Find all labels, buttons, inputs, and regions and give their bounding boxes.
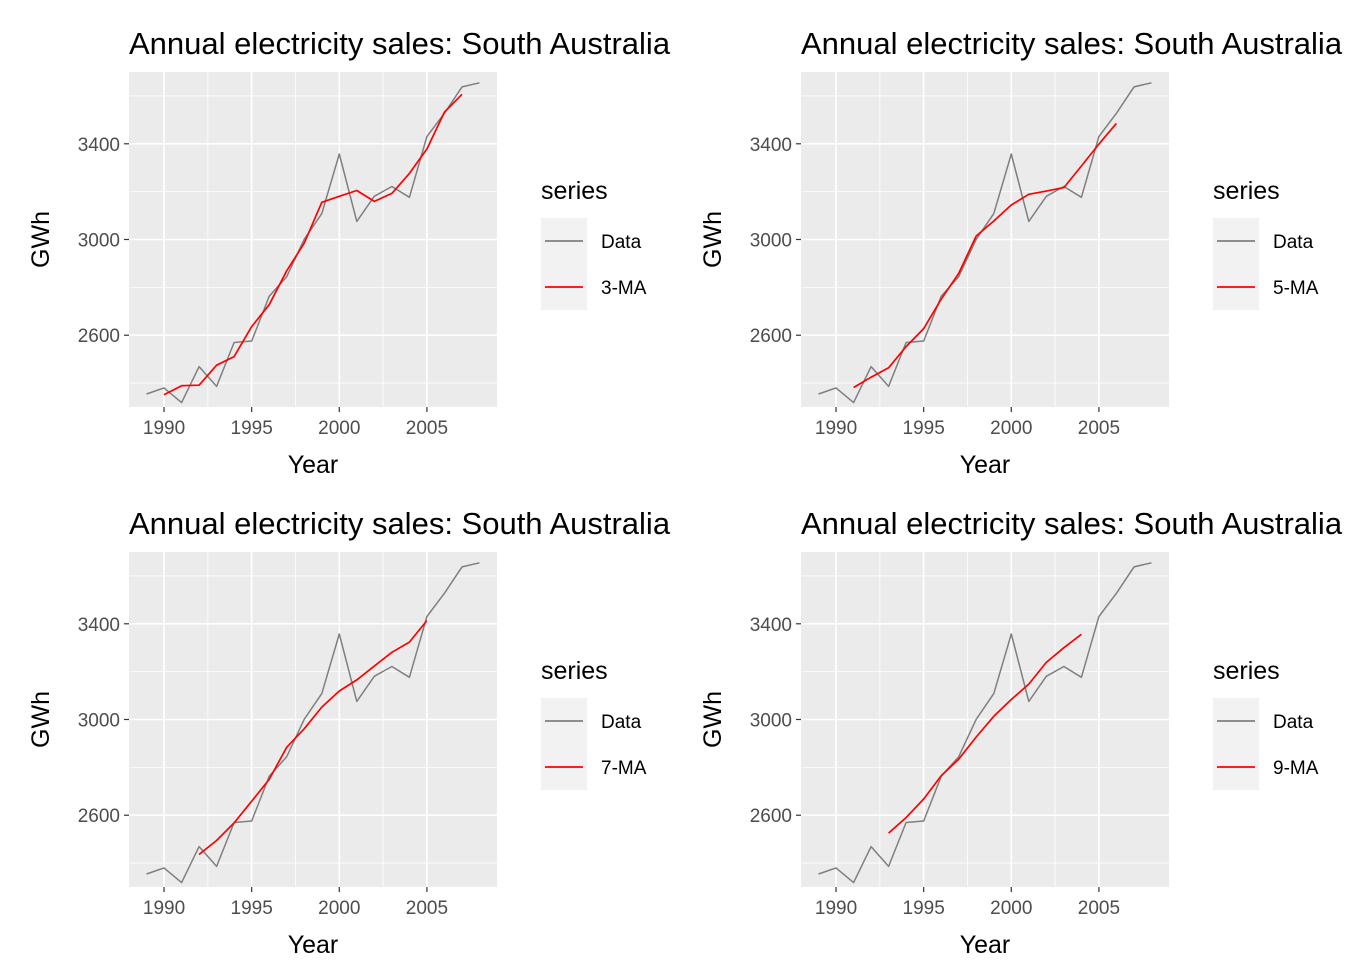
x-axis-label: Year <box>960 931 1011 959</box>
x-tick-label: 1995 <box>231 898 273 919</box>
y-tick-label: 2600 <box>750 806 792 827</box>
y-tick-label: 3400 <box>78 615 120 636</box>
y-tick-label: 3400 <box>750 135 792 156</box>
chart-title: Annual electricity sales: South Australi… <box>129 26 671 61</box>
x-axis-label: Year <box>960 451 1011 479</box>
series-line-ma <box>198 620 428 856</box>
x-tick-label: 2005 <box>1078 898 1120 919</box>
series-line-ma <box>163 93 463 396</box>
x-tick-label: 2005 <box>1078 418 1120 439</box>
legend-label: Data <box>1273 712 1314 733</box>
x-tick-label: 1990 <box>143 418 185 439</box>
x-tick-label: 1995 <box>231 418 273 439</box>
chart-title: Annual electricity sales: South Australi… <box>129 506 671 541</box>
legend-label: 7-MA <box>601 758 647 779</box>
chart-panel-7ma: 1990 1995 2000 2005 2600 3000 3400 Annual elect… <box>0 480 672 960</box>
x-tick-label: 1990 <box>815 418 857 439</box>
y-tick-label: 3000 <box>750 711 792 732</box>
chart-svg-5ma: 1990 1995 2000 2005 2600 3000 3400 Annual elect… <box>699 26 1343 479</box>
chart-svg-3ma: 1990 1995 2000 2005 2600 3000 3400 Annual elect… <box>27 26 671 479</box>
legend-title: series <box>1213 177 1280 205</box>
series-line-data <box>146 562 480 884</box>
chart-panel-9ma: 1990 1995 2000 2005 2600 3000 3400 Annual elect… <box>672 480 1344 960</box>
legend-label: 3-MA <box>601 278 647 299</box>
y-tick-label: 3000 <box>750 231 792 252</box>
chart-panel-3ma: 1990 1995 2000 2005 2600 3000 3400 Annual elect… <box>0 0 672 480</box>
y-tick-label: 2600 <box>78 806 120 827</box>
chart-title: Annual electricity sales: South Australi… <box>801 26 1343 61</box>
legend-label: 9-MA <box>1273 758 1319 779</box>
legend-title: series <box>1213 657 1280 685</box>
x-tick-label: 1990 <box>143 898 185 919</box>
x-tick-label: 1995 <box>903 418 945 439</box>
series-line-ma <box>888 633 1082 834</box>
legend-label: Data <box>1273 232 1314 253</box>
series-line-ma <box>853 122 1118 389</box>
x-tick-label: 1995 <box>903 898 945 919</box>
x-tick-label: 2000 <box>990 898 1032 919</box>
y-tick-label: 3000 <box>78 231 120 252</box>
chart-svg-7ma: 1990 1995 2000 2005 2600 3000 3400 Annual elect… <box>27 506 671 959</box>
y-axis-label: GWh <box>27 691 55 748</box>
legend-label: 5-MA <box>1273 278 1319 299</box>
chart-panel-5ma: 1990 1995 2000 2005 2600 3000 3400 Annual elect… <box>672 0 1344 480</box>
x-tick-label: 2005 <box>406 898 448 919</box>
legend-title: series <box>541 657 608 685</box>
legend-label: Data <box>601 712 642 733</box>
legend-label: Data <box>601 232 642 253</box>
x-tick-label: 1990 <box>815 898 857 919</box>
y-tick-label: 3000 <box>78 711 120 732</box>
series-line-data <box>818 562 1152 884</box>
legend-title: series <box>541 177 608 205</box>
y-tick-label: 2600 <box>750 326 792 347</box>
series-line-data <box>146 82 480 404</box>
y-axis-label: GWh <box>27 211 55 268</box>
x-tick-label: 2000 <box>318 898 360 919</box>
chart-svg-9ma: 1990 1995 2000 2005 2600 3000 3400 Annual elect… <box>699 506 1343 959</box>
chart-title: Annual electricity sales: South Australi… <box>801 506 1343 541</box>
y-tick-label: 2600 <box>78 326 120 347</box>
y-tick-label: 3400 <box>78 135 120 156</box>
x-tick-label: 2005 <box>406 418 448 439</box>
x-axis-label: Year <box>288 931 339 959</box>
y-axis-label: GWh <box>699 691 727 748</box>
y-tick-label: 3400 <box>750 615 792 636</box>
x-axis-label: Year <box>288 451 339 479</box>
x-tick-label: 2000 <box>318 418 360 439</box>
x-tick-label: 2000 <box>990 418 1032 439</box>
y-axis-label: GWh <box>699 211 727 268</box>
